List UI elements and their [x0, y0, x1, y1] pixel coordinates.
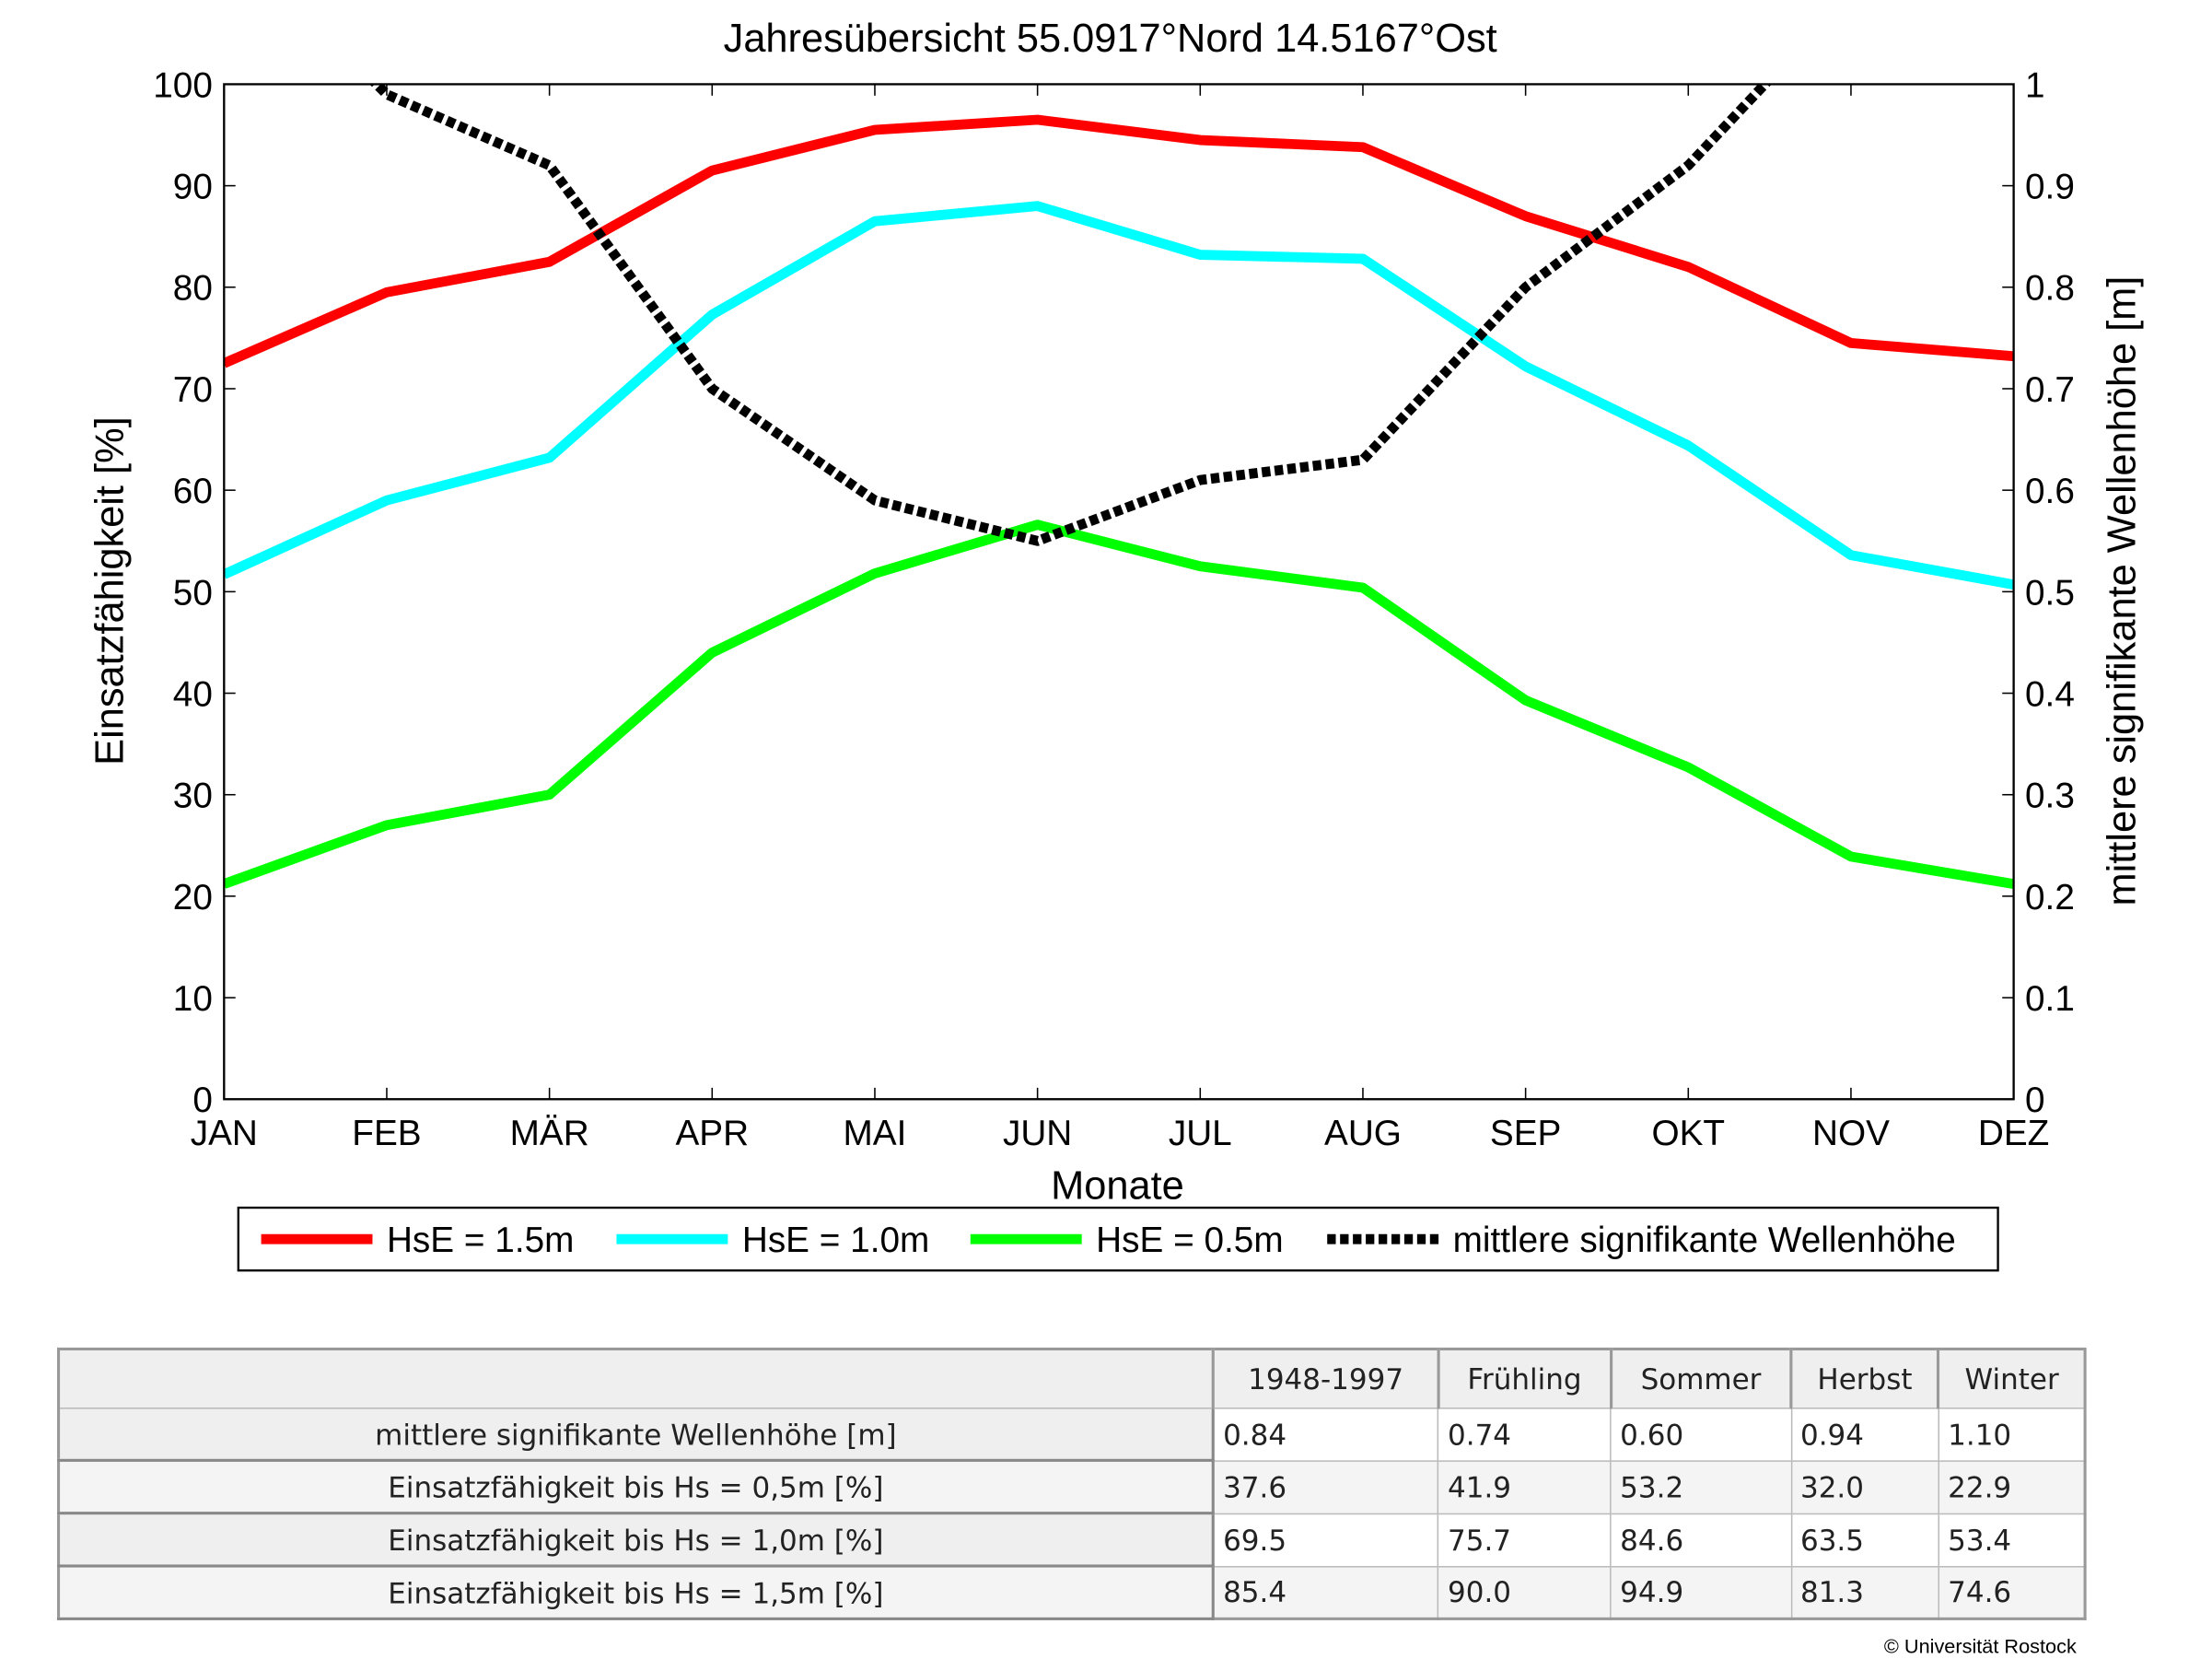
x-tick-label: JAN	[191, 1114, 258, 1153]
legend: HsE = 1.5m HsE = 1.0m HsE = 0.5m mittlere s…	[237, 1206, 1999, 1272]
x-tick-label: MÄR	[510, 1114, 589, 1153]
legend-label: HsE = 1.5m	[387, 1221, 574, 1260]
table-row: Einsatzfähigkeit bis Hs = 1,0m [%] 69.5 75…	[57, 1512, 2086, 1568]
table-cell: 0.74	[1438, 1408, 1612, 1462]
table-cell: 0.94	[1790, 1408, 1939, 1462]
copyright: © Universität Rostock	[1883, 1634, 2077, 1658]
header-cell	[57, 1348, 1215, 1409]
legend-label: mittlere signifikante Wellenhöhe	[1453, 1221, 1956, 1260]
legend-label: HsE = 1.0m	[742, 1221, 929, 1260]
table-row: Einsatzfähigkeit bis Hs = 0,5m [%] 37.6 41…	[57, 1459, 2086, 1515]
table-row: Einsatzfähigkeit bis Hs = 1,5m [%] 85.4 90…	[57, 1565, 2086, 1620]
chart-title: Jahresübersicht 55.0917°Nord 14.5167°Ost	[724, 17, 1497, 61]
y2-tick-label: 0.7	[2025, 370, 2075, 410]
table-cell: 74.6	[1938, 1565, 2086, 1620]
plot-frame	[223, 83, 2015, 1101]
series-line-0	[224, 114, 2014, 368]
y-tick-label: 100	[153, 65, 213, 105]
x-tick-label: AUG	[1324, 1114, 1402, 1153]
y-tick-label: 70	[173, 370, 213, 410]
y-tick-label: 50	[173, 573, 213, 613]
header-cell: Frühling	[1438, 1348, 1612, 1409]
table-cell: 90.0	[1438, 1565, 1612, 1620]
x-tick-label: SEP	[1490, 1114, 1562, 1153]
y2-tick-label: 0.3	[2025, 777, 2075, 816]
x-tick-label: NOV	[1812, 1114, 1890, 1153]
y2-tick-label: 0.4	[2025, 674, 2075, 714]
header-cell: 1948-1997	[1212, 1348, 1440, 1409]
y-tick-label: 30	[173, 777, 213, 816]
y-tick-label: 60	[173, 472, 213, 511]
table-cell: 85.4	[1212, 1565, 1439, 1620]
line-chart: Jahresübersicht 55.0917°Nord 14.5167°Ost…	[87, 17, 2144, 1272]
x-tick-label: MAI	[844, 1114, 907, 1153]
table-cell: 0.84	[1212, 1408, 1439, 1462]
header-cell: Sommer	[1610, 1348, 1793, 1409]
row-label: mittlere signifikante Wellenhöhe [m]	[57, 1408, 1215, 1462]
row-label: Einsatzfähigkeit bis Hs = 1,5m [%]	[57, 1565, 1215, 1620]
table-cell: 32.0	[1790, 1459, 1939, 1514]
y2-tick-label: 0	[2025, 1081, 2045, 1120]
x-tick-label: JUL	[1169, 1114, 1232, 1153]
table-cell: 37.6	[1212, 1459, 1439, 1514]
table-cell: 81.3	[1790, 1565, 1939, 1620]
y2-tick-label: 0.2	[2025, 878, 2075, 917]
row-label: Einsatzfähigkeit bis Hs = 1,0m [%]	[57, 1512, 1215, 1568]
header-cell: Winter	[1938, 1348, 2087, 1409]
table-cell: 41.9	[1438, 1459, 1612, 1514]
legend-label: HsE = 0.5m	[1096, 1221, 1283, 1260]
y-tick-label: 10	[173, 979, 213, 1019]
series-line-3	[369, 84, 1772, 546]
table-cell: 1.10	[1938, 1408, 2086, 1462]
table-header-row: 1948-1997 Frühling Sommer Herbst Winter	[57, 1348, 2087, 1409]
header-cell: Herbst	[1790, 1348, 1940, 1409]
y-tick-label: 90	[173, 168, 213, 207]
table-row: mittlere signifikante Wellenhöhe [m] 0.84…	[57, 1408, 2086, 1462]
table-cell: 0.60	[1610, 1408, 1792, 1462]
table-cell: 22.9	[1938, 1459, 2086, 1514]
x-tick-label: JUN	[1003, 1114, 1072, 1153]
y2-tick-label: 0.9	[2025, 168, 2075, 207]
series-line-1	[224, 201, 2014, 590]
y2-tick-label: 0.8	[2025, 269, 2075, 309]
x-tick-label: APR	[675, 1114, 749, 1153]
table-cell: 69.5	[1212, 1512, 1439, 1567]
x-tick-label: FEB	[352, 1114, 421, 1153]
table-cell: 75.7	[1438, 1512, 1612, 1567]
y2-tick-label: 0.5	[2025, 573, 2075, 613]
row-label: Einsatzfähigkeit bis Hs = 0,5m [%]	[57, 1459, 1215, 1515]
table-cell: 53.4	[1938, 1512, 2086, 1567]
series-line-2	[224, 520, 2014, 890]
y-tick-label: 0	[192, 1081, 213, 1120]
y-tick-label: 40	[173, 674, 213, 714]
x-tick-label: OKT	[1651, 1114, 1725, 1153]
table-cell: 84.6	[1610, 1512, 1792, 1567]
y-tick-label: 20	[173, 878, 213, 917]
summary-table: 1948-1997 Frühling Sommer Herbst Winter …	[56, 1347, 2087, 1620]
x-axis-label: Monate	[1051, 1164, 1184, 1209]
y-tick-label: 80	[173, 269, 213, 309]
table-cell: 53.2	[1610, 1459, 1792, 1514]
y2-tick-label: 1	[2025, 65, 2045, 105]
y2-axis-label: mittlere signifikante Wellenhöhe [m]	[2100, 276, 2144, 906]
y2-tick-label: 0.1	[2025, 979, 2075, 1019]
x-tick-label: DEZ	[1978, 1114, 2049, 1153]
y-axis-label: Einsatzfähigkeit [%]	[87, 416, 132, 765]
table-cell: 63.5	[1790, 1512, 1939, 1567]
table-cell: 94.9	[1610, 1565, 1792, 1620]
y2-tick-label: 0.6	[2025, 472, 2075, 511]
